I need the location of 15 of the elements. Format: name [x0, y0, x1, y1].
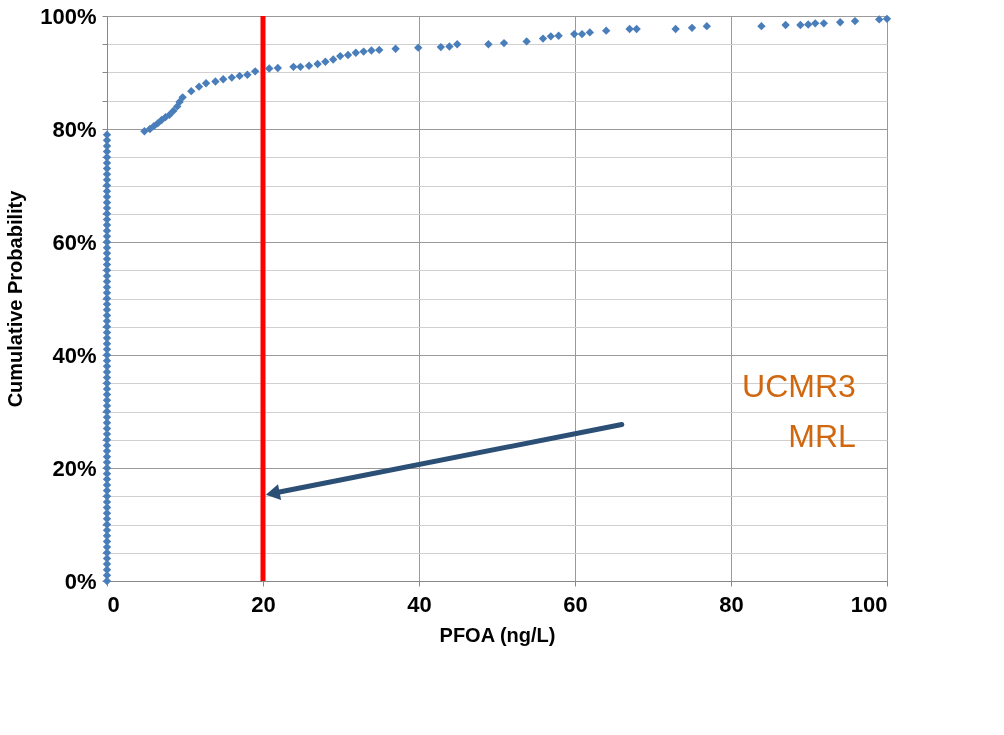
y-tick-label: 40%: [52, 342, 97, 368]
y-tick-label: 80%: [52, 116, 97, 142]
y-tick-label: 0%: [64, 568, 97, 594]
y-tick-label: 100%: [40, 3, 97, 29]
annotation: UCMR3 MRL: [742, 367, 856, 454]
x-tick-label: 60: [563, 591, 588, 617]
x-tick-label: 80: [719, 591, 744, 617]
x-tick-label: 40: [407, 591, 432, 617]
y-tick-label: 60%: [52, 229, 97, 255]
y-axis-title: Cumulative Probability: [4, 189, 27, 408]
x-tick-label: 100: [850, 591, 888, 617]
x-tick-label: 20: [251, 591, 276, 617]
x-axis-title: PFOA (ng/L): [439, 623, 556, 646]
y-tick-label: 20%: [52, 455, 97, 481]
x-tick-label: 0: [107, 591, 120, 617]
